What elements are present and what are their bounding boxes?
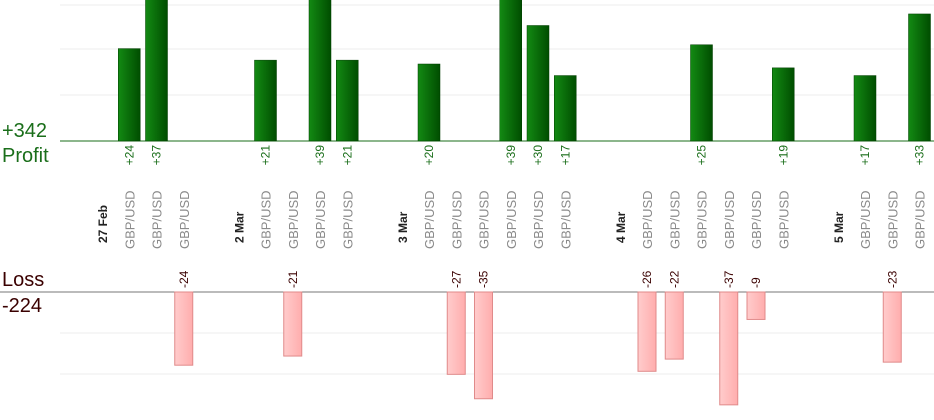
- instrument-label: GBP/USD: [558, 190, 573, 249]
- bars: [118, 0, 931, 406]
- profit-bar: [526, 25, 550, 142]
- instrument-label: GBP/USD: [913, 190, 928, 249]
- loss-label: Loss: [2, 269, 45, 291]
- instrument-label: GBP/USD: [858, 190, 873, 249]
- loss-value-label: -35: [477, 270, 491, 288]
- instrument-label: GBP/USD: [259, 190, 274, 249]
- loss-bar: [283, 291, 303, 357]
- loss-value-label: -9: [749, 277, 763, 288]
- profit-total: +342: [2, 120, 48, 142]
- axis-lines: [0, 140, 934, 293]
- profit-bar: [254, 59, 277, 142]
- loss-value-label: -26: [640, 270, 654, 288]
- loss-value-label: -37: [722, 270, 736, 288]
- loss-bar: [719, 291, 739, 406]
- profit-value-label: +39: [504, 145, 518, 166]
- grid-lines: [60, 4, 934, 375]
- date-label: 3 Mar: [396, 211, 410, 243]
- loss-value-label: -22: [667, 270, 681, 288]
- profit-value-label: +21: [259, 145, 273, 166]
- loss-bar: [882, 291, 902, 363]
- loss-bar: [664, 291, 684, 360]
- value-labels: +24 +37 -24 +21 -21 +39 +21 +20 -27 -35 +39 +30 +17 -…: [122, 145, 926, 288]
- profit-value-label: +33: [913, 145, 927, 166]
- instrument-label: GBP/USD: [749, 190, 764, 249]
- instrument-label: GBP/USD: [477, 190, 492, 249]
- profit-bar: [772, 67, 795, 142]
- loss-total: -224: [2, 295, 43, 317]
- instrument-label: GBP/USD: [122, 190, 137, 249]
- instrument-label: GBP/USD: [422, 190, 437, 249]
- instrument-label: GBP/USD: [286, 190, 301, 249]
- profit-bar: [118, 48, 141, 142]
- profit-value-label: +24: [122, 145, 136, 166]
- loss-value-label: -27: [449, 270, 463, 288]
- loss-value-label: -23: [885, 270, 899, 288]
- date-label: 2 Mar: [232, 211, 246, 243]
- profit-bar: [853, 75, 877, 142]
- profit-bar: [308, 0, 332, 142]
- profit-bar: [145, 0, 168, 142]
- loss-bar: [746, 291, 766, 320]
- profit-bar: [908, 13, 931, 142]
- profit-bar: [499, 0, 522, 142]
- profit-bar: [554, 75, 577, 142]
- profit-bar: [690, 44, 713, 142]
- instrument-label: GBP/USD: [531, 190, 546, 249]
- instrument-label: GBP/USD: [449, 190, 464, 249]
- instrument-label: GBP/USD: [150, 190, 165, 249]
- date-label: 27 Feb: [96, 205, 110, 243]
- profit-value-label: +37: [150, 145, 164, 166]
- instrument-label: GBP/USD: [313, 190, 328, 249]
- instrument-label: GBP/USD: [885, 190, 900, 249]
- instrument-label: GBP/USD: [504, 190, 519, 249]
- date-label: 4 Mar: [614, 211, 628, 243]
- profit-value-label: +17: [558, 145, 572, 166]
- profit-value-label: +30: [531, 145, 545, 166]
- loss-bar: [637, 291, 657, 372]
- profit-label: Profit: [2, 145, 49, 167]
- loss-value-label: -21: [286, 270, 300, 288]
- profit-value-label: +20: [422, 145, 436, 166]
- instrument-label: GBP/USD: [340, 190, 355, 249]
- profit-value-label: +21: [340, 145, 354, 166]
- profit-value-label: +17: [858, 145, 872, 166]
- instrument-label: GBP/USD: [640, 190, 655, 249]
- loss-value-label: -24: [177, 270, 191, 288]
- instrument-label: GBP/USD: [667, 190, 682, 249]
- column-labels: 27 Feb GBP/USD GBP/USD GBP/USD 2 Mar GBP/USD G…: [96, 190, 928, 249]
- profit-bar: [417, 63, 441, 142]
- instrument-label: GBP/USD: [177, 190, 192, 249]
- profit-value-label: +39: [313, 145, 327, 166]
- profit-value-label: +19: [776, 145, 790, 166]
- profit-value-label: +25: [695, 145, 709, 166]
- profit-bar: [336, 59, 359, 142]
- loss-bar: [474, 291, 493, 400]
- loss-bar: [446, 291, 466, 375]
- instrument-label: GBP/USD: [722, 190, 737, 249]
- instrument-label: GBP/USD: [776, 190, 791, 249]
- loss-bar: [174, 291, 194, 366]
- date-label: 5 Mar: [832, 211, 846, 243]
- instrument-label: GBP/USD: [695, 190, 710, 249]
